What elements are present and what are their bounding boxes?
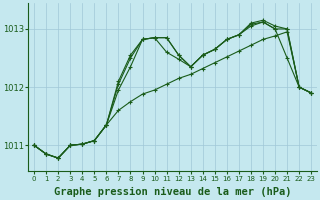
X-axis label: Graphe pression niveau de la mer (hPa): Graphe pression niveau de la mer (hPa)	[54, 187, 292, 197]
